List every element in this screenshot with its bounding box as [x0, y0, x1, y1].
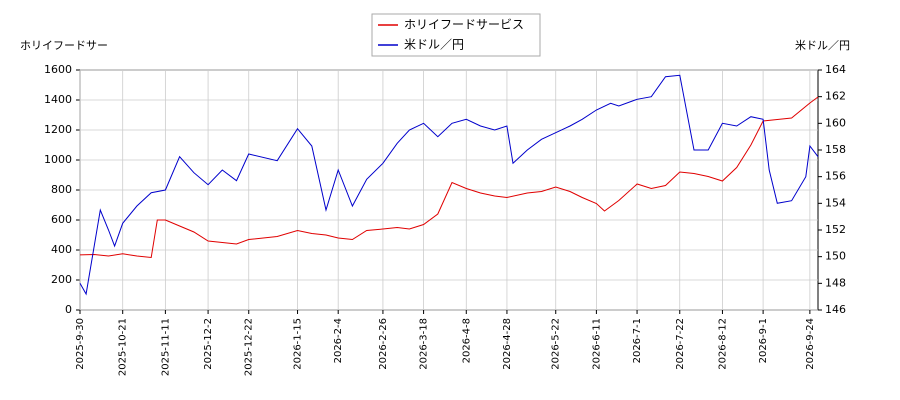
- x-tick-label: 2026-7-22: [675, 318, 686, 370]
- y2-tick-label: 152: [825, 223, 846, 236]
- x-tick-label: 2026-3-18: [419, 318, 430, 370]
- x-tick-label: 2025-12-2: [203, 318, 214, 370]
- y2-tick-label: 162: [825, 90, 846, 103]
- y2-tick-label: 146: [825, 303, 846, 316]
- y-tick-label: 0: [65, 303, 72, 316]
- x-tick-label: 2026-7-1: [632, 318, 643, 363]
- y-tick-label: 800: [51, 183, 72, 196]
- y2-tick-label: 156: [825, 170, 846, 183]
- y-axis-label: ホリイフードサー: [20, 39, 108, 52]
- y-tick-label: 400: [51, 243, 72, 256]
- x-tick-label: 2025-11-11: [160, 318, 171, 376]
- legend-box: [371, 13, 541, 57]
- x-tick-label: 2026-4-8: [461, 318, 472, 363]
- x-tick-label: 2026-2-4: [333, 318, 344, 363]
- x-tick-label: 2026-6-11: [591, 318, 602, 370]
- y-tick-label: 1600: [44, 63, 72, 76]
- x-tick-label: 2025-10-21: [118, 318, 129, 376]
- y-tick-label: 200: [51, 273, 72, 286]
- series-line: [79, 74, 819, 296]
- y-tick-label: 600: [51, 213, 72, 226]
- y-tick-label: 1400: [44, 93, 72, 106]
- y2-tick-label: 164: [825, 63, 846, 76]
- x-tick-label: 2025-9-30: [75, 318, 86, 370]
- y2-tick-label: 148: [825, 276, 846, 289]
- x-tick-label: 2026-9-1: [758, 318, 769, 363]
- x-tick-label: 2026-8-12: [717, 318, 728, 370]
- legend-label: ホリイフードサービス: [404, 18, 524, 32]
- y2-tick-label: 160: [825, 116, 846, 129]
- y2-tick-label: 158: [825, 143, 846, 156]
- y2-axis-label: 米ドル／円: [795, 39, 850, 52]
- x-tick-label: 2026-4-28: [502, 318, 513, 370]
- y-tick-label: 1200: [44, 123, 72, 136]
- y-tick-label: 1000: [44, 153, 72, 166]
- x-tick-label: 2026-1-15: [293, 318, 304, 370]
- x-tick-label: 2026-5-22: [551, 318, 562, 370]
- series-line: [79, 96, 819, 259]
- y2-tick-label: 154: [825, 196, 846, 209]
- y2-tick-label: 150: [825, 250, 846, 263]
- x-tick-label: 2025-12-22: [244, 318, 255, 376]
- x-tick-label: 2026-9-24: [805, 318, 816, 370]
- x-tick-label: 2026-2-26: [378, 318, 389, 370]
- legend-label: 米ドル／円: [404, 38, 464, 52]
